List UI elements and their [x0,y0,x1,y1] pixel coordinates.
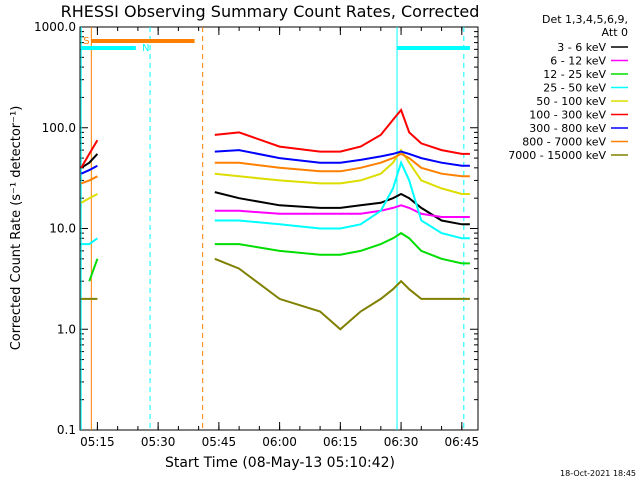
legend-entry-label: 100 - 300 keV [529,109,606,122]
legend-entry-label: 25 - 50 keV [543,82,606,95]
series-line [80,164,98,175]
series-line [214,159,470,240]
series-line [214,149,470,167]
y-tick-label: 100.0 [42,121,76,135]
footer-date: 18-Oct-2021 18:45 [560,469,636,478]
y-tick-label: 1000.0 [34,20,76,34]
x-tick-label: 05:15 [80,435,115,449]
legend-header-line-2: Att 0 [602,26,628,39]
x-axis-label: Start Time (08-May-13 05:10:42) [165,455,395,471]
legend-header-line-1: Det 1,3,4,5,6,9, [542,13,628,26]
legend-entry-label: 300 - 800 keV [529,122,606,135]
series-line [80,175,98,185]
series-line [214,108,470,155]
x-tick-label: 06:15 [323,435,358,449]
y-axis-label: Corrected Count Rate (s⁻¹ detector⁻¹) [9,106,24,351]
saa-flag-label: S [83,36,89,47]
series-line [214,204,470,218]
y-tick-label: 10.0 [49,222,76,236]
series-line [214,231,470,265]
plot-frame [79,26,479,431]
legend-entry-label: 6 - 12 keV [550,55,606,68]
chart-title: RHESSI Observing Summary Count Rates, Co… [61,2,480,21]
series-line [81,237,98,246]
x-tick-label: 06:30 [384,435,419,449]
series-line [214,152,470,178]
series-line [80,139,99,169]
y-tick-label: 0.1 [57,423,76,437]
series-line [80,153,99,169]
plot-area: 0.1 1.0 10.0 100.0 1000.0 05:15 05:30 05:45 06:0… [34,20,479,449]
series-line [88,258,99,282]
x-tick-label: 05:45 [202,435,237,449]
x-tick-label: 06:45 [445,435,480,449]
legend-entry-label: 3 - 6 keV [557,41,606,54]
legend-entry-label: 7000 - 15000 keV [508,149,606,162]
legend-entry-label: 12 - 25 keV [543,68,606,81]
series-line [80,193,98,204]
series-line [214,148,470,195]
series-line [214,191,470,226]
legend-entry-label: 800 - 7000 keV [522,136,606,149]
series-line [214,257,470,331]
x-tick-label: 06:00 [262,435,297,449]
night-flag-label: N [142,43,149,54]
legend-entry-label: 50 - 100 keV [536,95,606,108]
y-tick-label: 1.0 [57,322,76,336]
x-tick-label: 05:30 [141,435,176,449]
